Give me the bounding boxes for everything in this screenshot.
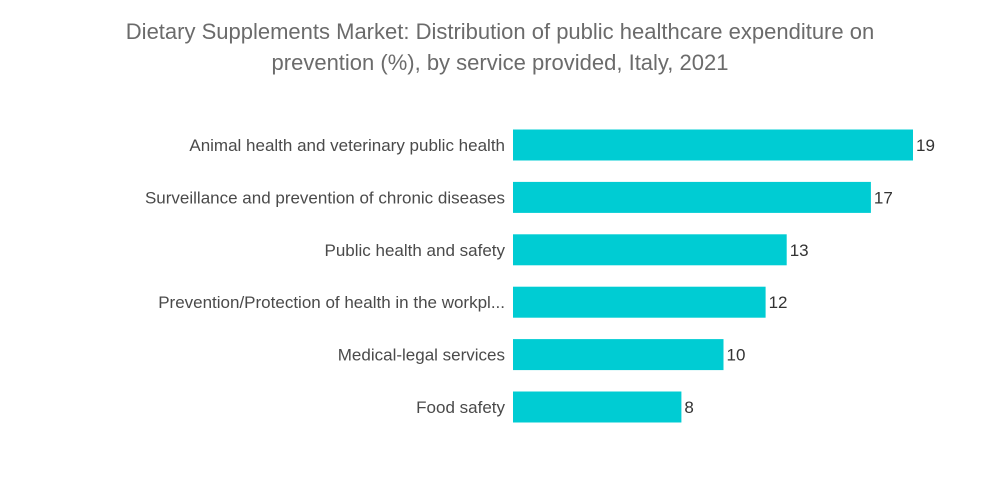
bar-5 — [513, 339, 724, 371]
chart-title-line-2: prevention (%), by service provided, Ita… — [271, 50, 729, 75]
value-label-2: 17 — [874, 188, 893, 207]
bar-2 — [513, 181, 871, 213]
bar-4 — [513, 286, 766, 318]
category-label-5: Medical-legal services — [338, 346, 505, 365]
category-label-2: Surveillance and prevention of chronic d… — [145, 188, 505, 207]
value-label-6: 8 — [684, 398, 693, 417]
bar-1 — [513, 129, 913, 161]
value-label-1: 19 — [916, 136, 935, 155]
category-label-1: Animal health and veterinary public heal… — [189, 136, 505, 155]
value-label-3: 13 — [790, 241, 809, 260]
chart-title-line-1: Dietary Supplements Market: Distribution… — [125, 19, 875, 44]
value-label-5: 10 — [727, 346, 746, 365]
value-label-4: 12 — [769, 293, 788, 312]
category-label-3: Public health and safety — [324, 241, 505, 260]
bar-6 — [513, 391, 682, 423]
category-label-6: Food safety — [416, 398, 505, 417]
category-label-4: Prevention/Protection of health in the w… — [158, 293, 505, 312]
bar-3 — [513, 234, 787, 266]
chart-title: Dietary Supplements Market: Distribution… — [0, 16, 1000, 78]
